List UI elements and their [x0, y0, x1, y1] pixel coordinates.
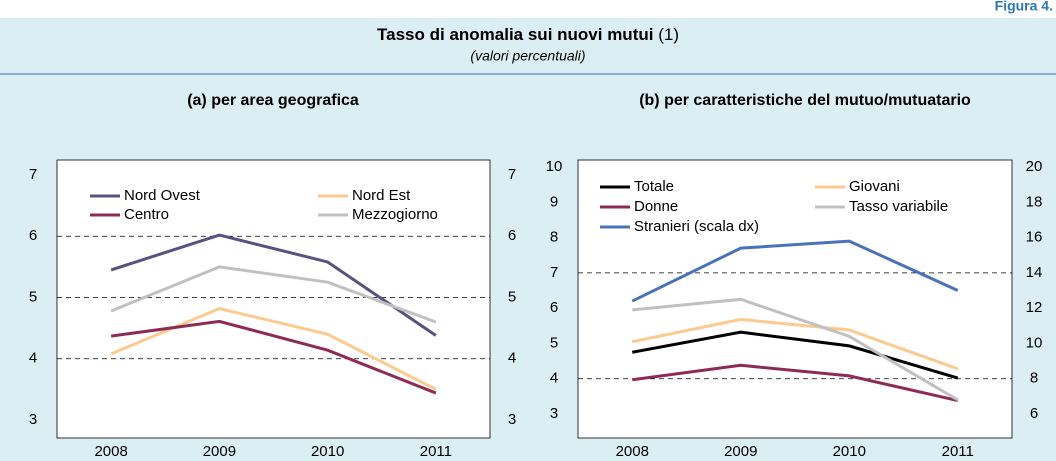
y-tick-label: 10 [546, 158, 563, 175]
series-line [110, 233, 437, 337]
y2-tick-label: 10 [1026, 334, 1043, 351]
y-tick-label: 7 [550, 264, 558, 281]
y-tick-label: 6 [29, 227, 37, 244]
y2-tick-label: 6 [508, 227, 516, 244]
y2-tick-label: 5 [508, 288, 516, 305]
panel-title: (b) per caratteristiche del mutuo/mutuat… [639, 92, 971, 109]
y-tick-label: 4 [550, 370, 558, 387]
figure-subtitle: (valori percentuali) [470, 48, 585, 64]
x-tick-label: 2009 [724, 443, 757, 460]
y-tick-label: 3 [550, 405, 558, 422]
series-line [632, 363, 959, 403]
series-line [632, 297, 959, 402]
title-main: Tasso di anomalia sui nuovi mutui [377, 25, 653, 44]
legend-label: Donne [634, 198, 678, 215]
y-tick-label: 8 [550, 229, 558, 246]
y2-tick-label: 3 [508, 411, 516, 428]
legend-label: Totale [634, 178, 674, 195]
x-tick-label: 2008 [616, 443, 649, 460]
series-line [631, 239, 959, 303]
legend-label: Nord Est [352, 187, 411, 204]
y2-tick-label: 4 [508, 350, 516, 367]
y-tick-label: 5 [550, 334, 558, 351]
legend-label: Mezzogiorno [352, 206, 438, 223]
y-tick-label: 3 [29, 411, 37, 428]
title-note: (1) [658, 25, 679, 44]
legend-label: Nord Ovest [124, 187, 201, 204]
y2-tick-label: 18 [1026, 193, 1043, 210]
y2-tick-label: 8 [1030, 370, 1038, 387]
series-line [110, 306, 437, 391]
x-tick-label: 2010 [311, 443, 344, 460]
y-tick-label: 9 [550, 193, 558, 210]
plot-area [56, 159, 491, 439]
series-line [110, 265, 437, 324]
series-line [631, 317, 959, 371]
series-line [631, 330, 959, 380]
y-tick-label: 6 [550, 299, 558, 316]
x-tick-label: 2010 [833, 443, 866, 460]
legend-label: Giovani [849, 178, 900, 195]
y-tick-label: 4 [29, 350, 37, 367]
series-line [110, 319, 437, 395]
y2-tick-label: 14 [1026, 264, 1043, 281]
x-tick-label: 2008 [94, 443, 127, 460]
figure-label: Figura 4. [995, 0, 1053, 14]
legend-label: Centro [124, 206, 169, 223]
plot-area [577, 159, 1013, 439]
figure-title: Tasso di anomalia sui nuovi mutui (1) [377, 25, 679, 44]
y2-tick-label: 16 [1026, 229, 1043, 246]
y2-tick-label: 20 [1026, 158, 1043, 175]
legend-label: Stranieri (scala dx) [634, 218, 759, 235]
y2-tick-label: 6 [1030, 405, 1038, 422]
y2-tick-label: 7 [508, 166, 516, 183]
panel-title: (a) per area geografica [187, 92, 359, 109]
legend-label: Tasso variabile [849, 198, 948, 215]
y-tick-label: 7 [29, 166, 37, 183]
x-tick-label: 2011 [420, 443, 452, 460]
x-tick-label: 2011 [942, 443, 974, 460]
x-tick-label: 2009 [203, 443, 236, 460]
y-tick-label: 5 [29, 288, 37, 305]
y2-tick-label: 12 [1026, 299, 1043, 316]
